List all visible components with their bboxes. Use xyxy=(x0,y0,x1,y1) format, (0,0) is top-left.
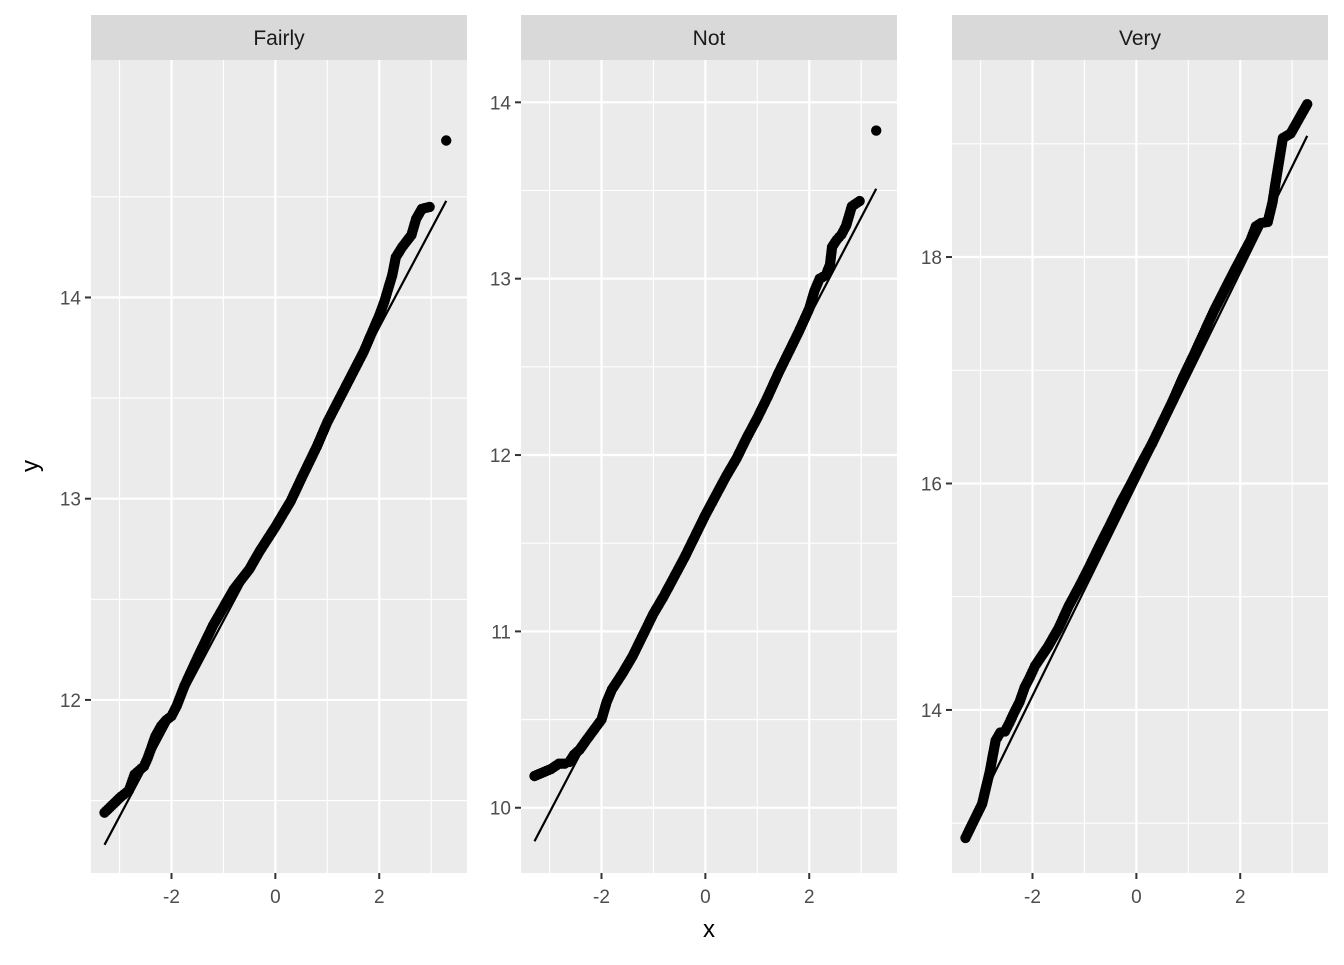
facet-very: Very -2 0 2 14 16 18 xyxy=(921,15,1328,908)
x-axis-title: x xyxy=(703,916,715,943)
x-tick-label: -2 xyxy=(593,887,610,908)
data-point xyxy=(441,135,452,146)
y-tick-label: 11 xyxy=(491,622,511,643)
y-tick-label: 14 xyxy=(921,701,943,722)
x-tick-label: 2 xyxy=(1235,887,1246,908)
x-tick-label: 0 xyxy=(700,887,711,908)
y-tick-label: 18 xyxy=(921,248,942,269)
y-tick-label: 13 xyxy=(60,490,81,511)
x-tick-label: 2 xyxy=(804,887,815,908)
y-tick-label: 16 xyxy=(921,474,942,495)
x-tick-label: 0 xyxy=(1131,887,1142,908)
facet-strip-label: Not xyxy=(693,27,726,50)
y-tick-label: 13 xyxy=(490,270,511,291)
y-tick-label: 12 xyxy=(490,446,511,467)
data-point xyxy=(424,201,435,213)
y-tick-label: 10 xyxy=(490,799,511,820)
facet-strip xyxy=(521,15,897,60)
facet-strip xyxy=(91,15,467,60)
data-point xyxy=(1302,98,1313,110)
x-tick-label: 2 xyxy=(374,887,385,908)
x-tick-label: -2 xyxy=(163,887,180,908)
facet-strip-label: Fairly xyxy=(253,27,305,50)
x-tick-label: -2 xyxy=(1024,887,1041,908)
y-tick-label: 14 xyxy=(60,288,82,309)
facet-not: Not -2 0 2 10 11 12 13 14 xyxy=(490,15,897,908)
y-tick-label: 12 xyxy=(60,691,81,712)
facet-strip xyxy=(952,15,1328,60)
x-tick-label: 0 xyxy=(270,887,281,908)
facet-strip-label: Very xyxy=(1119,27,1162,50)
y-axis-title: y xyxy=(17,460,44,472)
y-tick-label: 14 xyxy=(490,93,512,114)
data-point xyxy=(871,125,882,136)
data-point xyxy=(854,195,865,207)
facet-panels: Fairly -2 0 2 12 13 14 Not -2 0 2 10 11 12 13 14 Very -2 0… xyxy=(60,15,1328,908)
facet-fairly: Fairly -2 0 2 12 13 14 xyxy=(60,15,467,908)
